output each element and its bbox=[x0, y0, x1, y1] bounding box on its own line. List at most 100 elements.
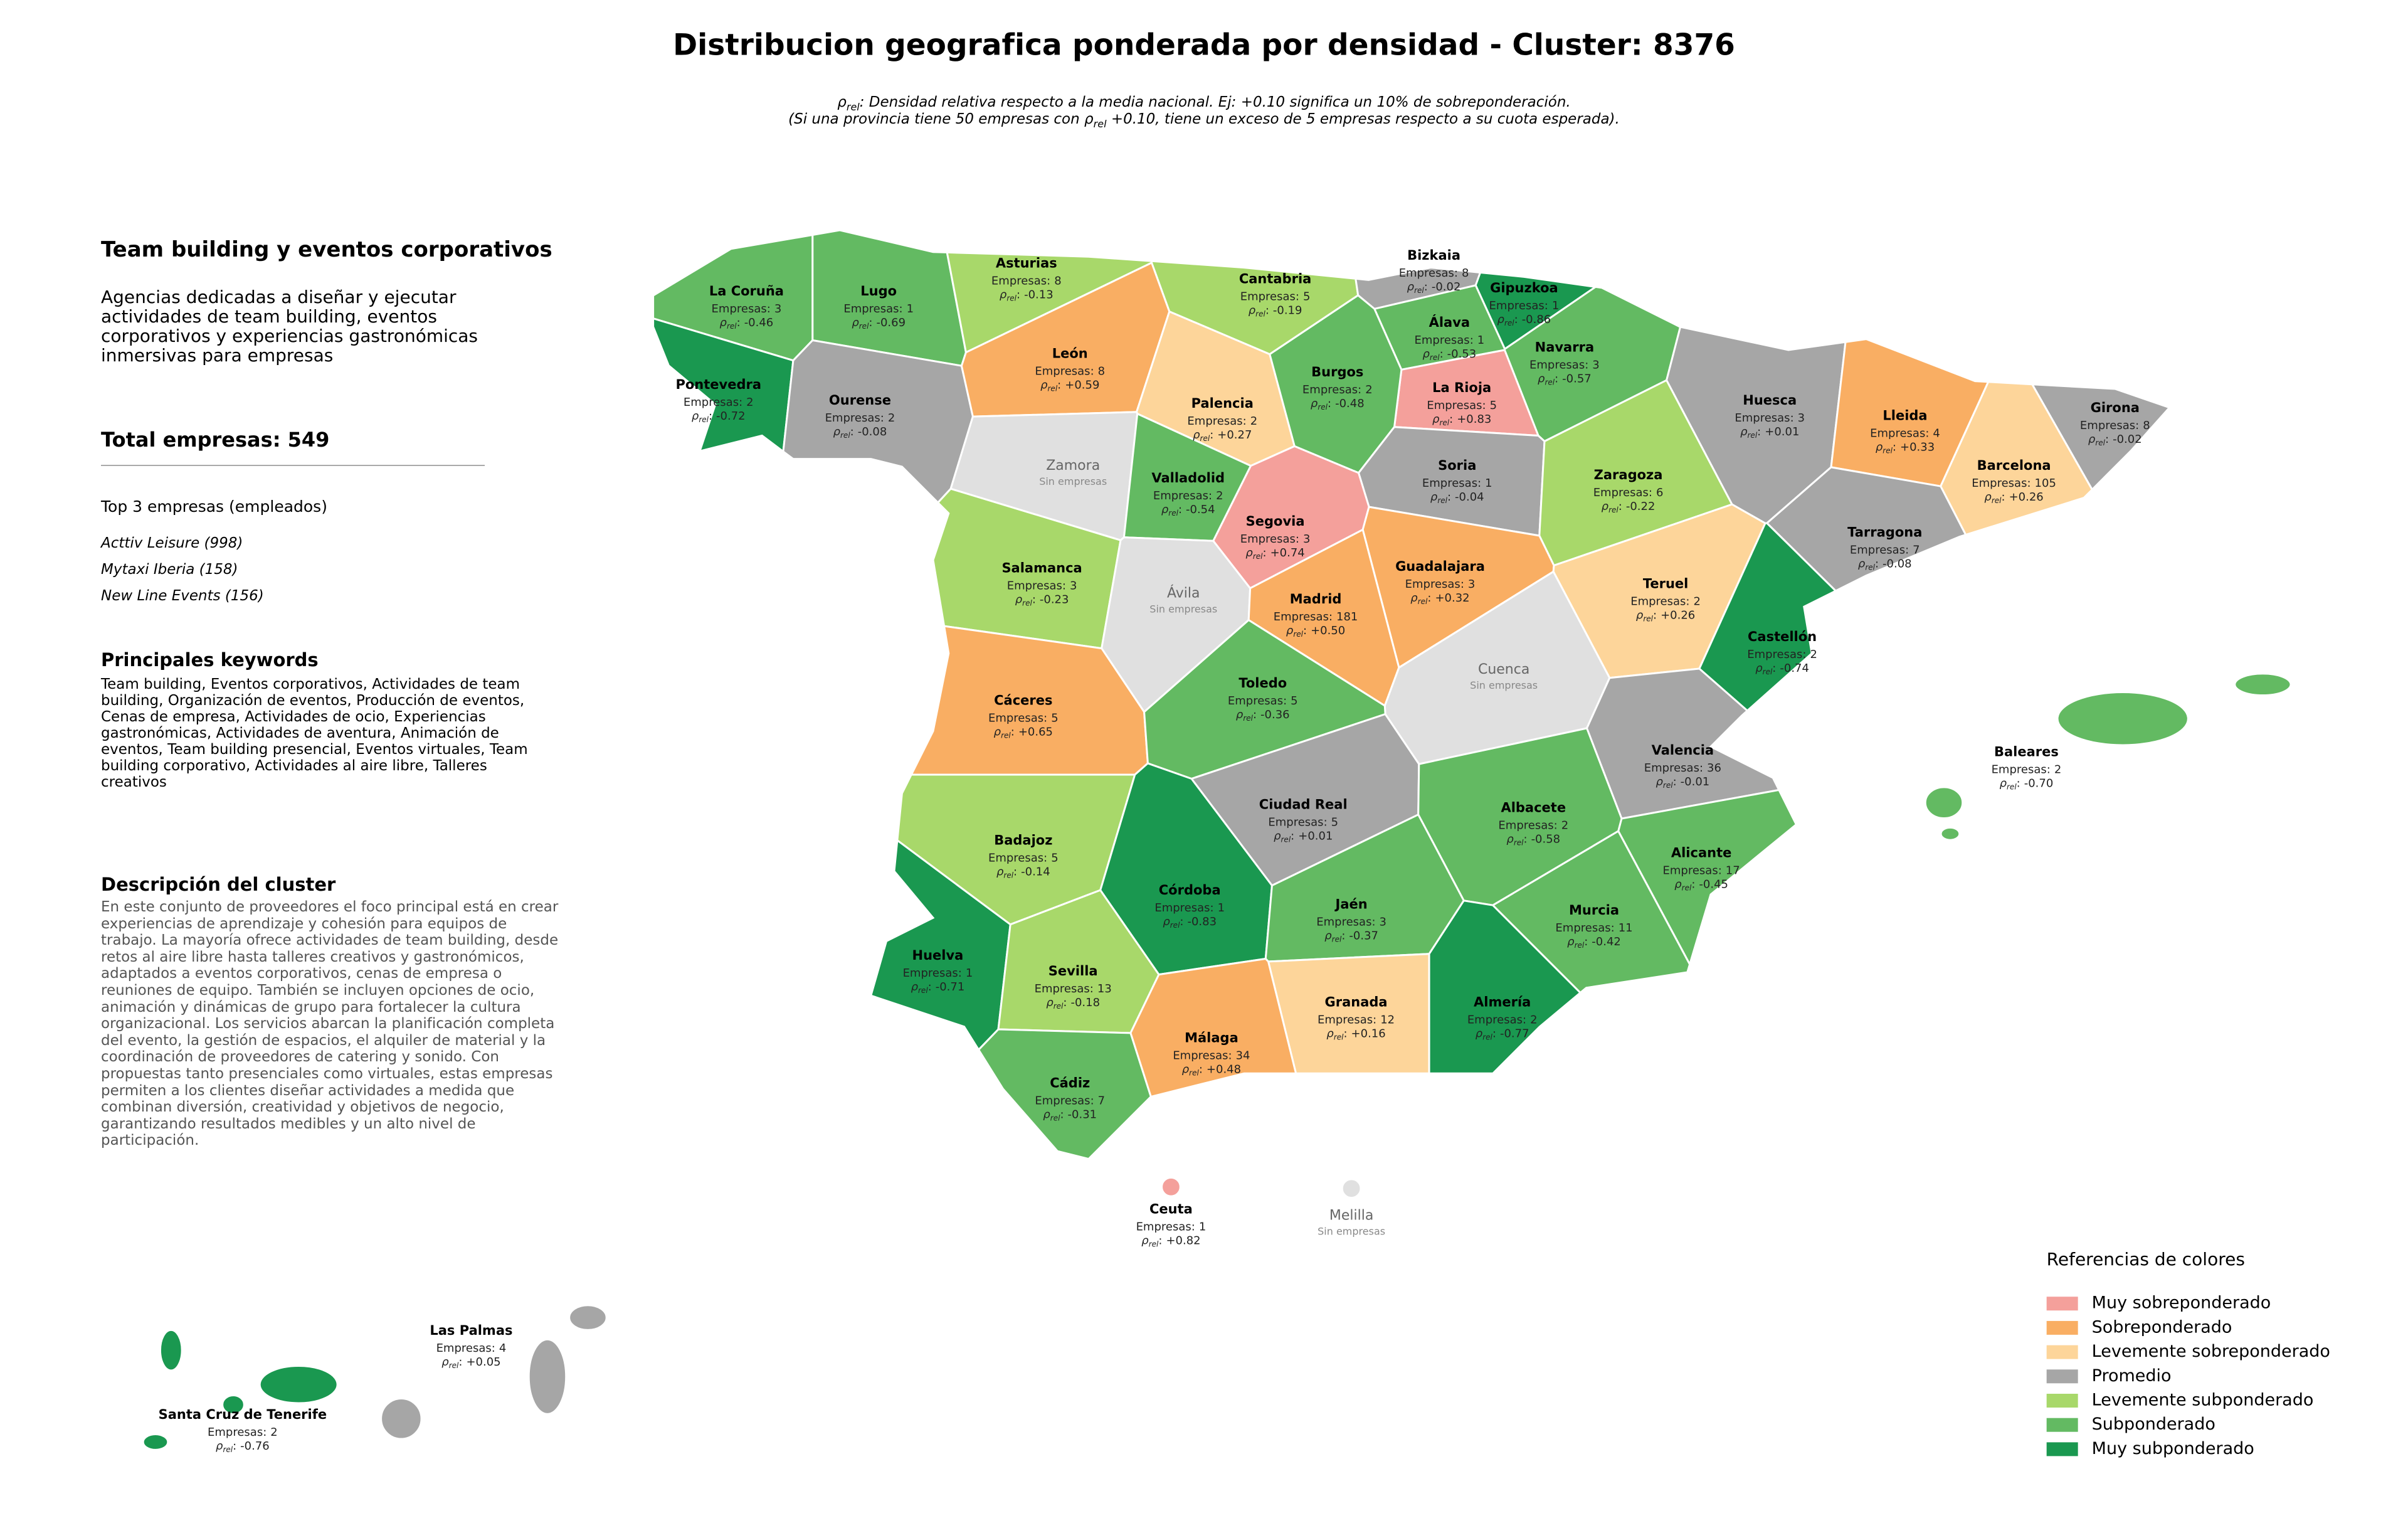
province-rho: ρrel: +0.01 bbox=[1274, 830, 1333, 844]
rho-value: -0.48 bbox=[1335, 397, 1365, 410]
separator: : bbox=[1017, 289, 1020, 302]
province-name: Albacete bbox=[1501, 800, 1566, 815]
separator: : bbox=[1060, 1108, 1064, 1122]
province-name: Cuenca bbox=[1478, 662, 1529, 677]
province-rho: ρrel: -0.13 bbox=[1000, 289, 1054, 303]
province-companies: Empresas: 36 bbox=[1644, 761, 1721, 775]
separator: : bbox=[1875, 558, 1879, 571]
rho-value: -0.31 bbox=[1068, 1108, 1097, 1122]
companies-label: Empresas bbox=[1414, 334, 1469, 347]
province-companies: Empresas: 2 bbox=[1187, 415, 1257, 428]
province-companies: Empresas: 8 bbox=[1399, 267, 1469, 280]
companies-value: 181 bbox=[1336, 610, 1358, 623]
separator: : bbox=[1265, 304, 1269, 317]
companies-label: Empresas bbox=[1399, 267, 1454, 280]
rho-subscript: rel bbox=[1334, 1033, 1344, 1042]
province-name: Soria bbox=[1438, 458, 1476, 473]
separator: : bbox=[1925, 427, 1929, 440]
province bbox=[142, 1329, 339, 1451]
rho-subscript: rel bbox=[1418, 597, 1428, 606]
province-companies: Empresas: 11 bbox=[1555, 921, 1632, 935]
companies-value: 3 bbox=[1070, 580, 1077, 593]
companies-value: 12 bbox=[1380, 1014, 1395, 1027]
rho-value: -0.54 bbox=[1186, 503, 1215, 516]
subtitle-subscript: rel bbox=[1094, 118, 1107, 130]
province-name: Sevilla bbox=[1048, 963, 1098, 979]
province-name: Palencia bbox=[1191, 396, 1254, 411]
province-name: Melilla bbox=[1329, 1207, 1373, 1223]
subtitle: ρrel: Densidad relativa respecto a la me… bbox=[837, 94, 1571, 113]
rho-subscript: rel bbox=[727, 322, 737, 331]
rho-symbol: ρ bbox=[1407, 280, 1415, 294]
separator: : bbox=[1449, 413, 1453, 426]
rho-subscript: rel bbox=[1001, 731, 1011, 740]
province-rho: ρrel: +0.05 bbox=[441, 1356, 500, 1370]
separator: : bbox=[1686, 595, 1689, 608]
separator: : bbox=[1178, 503, 1182, 516]
companies-value: 1 bbox=[1552, 299, 1559, 312]
province-companies: Empresas: 1 bbox=[1136, 1220, 1207, 1233]
rho-subscript: rel bbox=[1281, 836, 1291, 844]
rho-subscript: rel bbox=[1054, 1002, 1064, 1011]
legend-swatch bbox=[2046, 1320, 2078, 1335]
panel-heading: Team building y eventos corporativos bbox=[101, 237, 552, 262]
rho-symbol: ρ bbox=[1876, 441, 1883, 454]
companies-label: Empresas bbox=[1302, 383, 1358, 396]
rho-value: +0.33 bbox=[1900, 441, 1935, 454]
companies-value: 105 bbox=[2035, 477, 2056, 490]
separator: : bbox=[492, 1342, 495, 1355]
companies-label: Empresas bbox=[1529, 358, 1585, 371]
separator bbox=[101, 465, 485, 466]
separator: : bbox=[928, 980, 932, 994]
rho-symbol: ρ bbox=[216, 1440, 223, 1453]
province-companies: Empresas: 3 bbox=[1735, 411, 1805, 425]
rho-symbol: ρ bbox=[441, 1356, 449, 1369]
rho-subscript: rel bbox=[1253, 552, 1263, 561]
companies-value: 5 bbox=[1291, 694, 1297, 708]
rho-subscript: rel bbox=[1643, 614, 1653, 623]
separator: : bbox=[1210, 901, 1214, 915]
companies-value: 3 bbox=[774, 302, 781, 316]
rho-symbol: ρ bbox=[1858, 558, 1866, 571]
province-companies: Empresas: 3 bbox=[1007, 580, 1077, 593]
rho-value: -0.37 bbox=[1349, 929, 1378, 942]
rho-symbol: ρ bbox=[1422, 348, 1430, 361]
legend-swatch bbox=[2046, 1345, 2078, 1359]
rho-symbol: ρ bbox=[1182, 1063, 1190, 1076]
rho-value: -0.23 bbox=[1040, 593, 1069, 607]
province-name: Asturias bbox=[996, 256, 1057, 271]
province-name: Girona bbox=[2091, 400, 2140, 415]
province-companies: Empresas: 181 bbox=[1274, 610, 1358, 623]
province-rho: ρrel: -0.37 bbox=[1324, 929, 1378, 943]
companies-value: 8 bbox=[1098, 364, 1105, 378]
province-companies: Empresas: 2 bbox=[825, 411, 895, 425]
rho-value: -0.46 bbox=[744, 316, 774, 329]
separator: : bbox=[1013, 866, 1017, 879]
rho-value: +0.26 bbox=[1661, 608, 1695, 622]
province-rho: ρrel: -0.18 bbox=[1046, 996, 1100, 1011]
rho-subscript: rel bbox=[840, 431, 850, 440]
companies-label: Empresas bbox=[1555, 921, 1610, 935]
rho-subscript: rel bbox=[1663, 781, 1673, 790]
province bbox=[1161, 1176, 1181, 1197]
province-note: Sin empresas bbox=[1318, 1225, 1385, 1237]
province-rho: ρrel: -0.83 bbox=[1163, 915, 1217, 930]
province-companies: Empresas: 5 bbox=[1240, 290, 1311, 303]
rho-subscript: rel bbox=[1168, 509, 1178, 517]
rho-subscript: rel bbox=[1414, 286, 1424, 295]
companies-value: 5 bbox=[1051, 711, 1058, 724]
companies-label: Empresas bbox=[2080, 419, 2135, 432]
separator: : bbox=[767, 302, 771, 316]
rho-subscript: rel bbox=[859, 322, 869, 331]
separator: : bbox=[1673, 775, 1677, 788]
subtitle-text: ρ bbox=[837, 94, 847, 110]
separator: : bbox=[1371, 915, 1375, 928]
companies-value: 4 bbox=[499, 1342, 506, 1355]
legend-label: Sobreponderado bbox=[2092, 1317, 2232, 1337]
province-companies: Empresas: 5 bbox=[988, 852, 1059, 865]
province-name: Huesca bbox=[1743, 393, 1797, 408]
companies-label: Empresas bbox=[1663, 864, 1718, 877]
separator: : bbox=[1699, 761, 1703, 775]
companies-label: Empresas bbox=[436, 1342, 492, 1355]
rho-symbol: ρ bbox=[1015, 593, 1023, 607]
